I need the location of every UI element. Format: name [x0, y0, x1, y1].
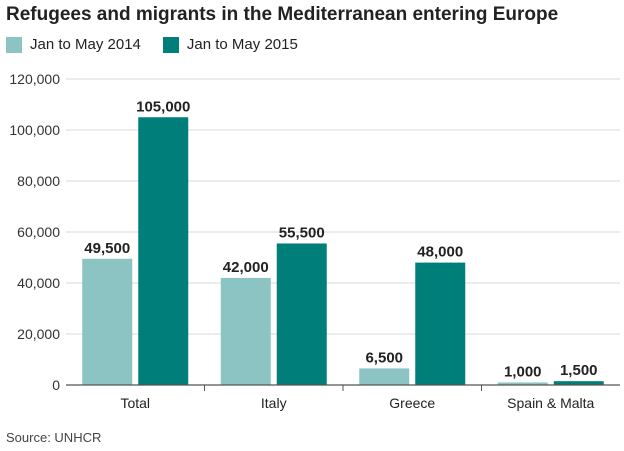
y-tick-label-2: 40,000 [17, 275, 60, 291]
data-label-2015-0: 105,000 [136, 98, 190, 115]
x-category-label-0: Total [120, 395, 150, 411]
x-category-label-2: Greece [389, 395, 435, 411]
legend-item-2015: Jan to May 2015 [162, 36, 298, 53]
data-label-2015-1: 55,500 [279, 224, 325, 241]
legend-label-2015: Jan to May 2015 [186, 36, 298, 53]
bar-2015-3 [553, 381, 604, 385]
bar-2014-3 [497, 382, 548, 385]
bar-2014-0 [82, 258, 133, 385]
x-category-label-1: Italy [261, 395, 287, 411]
data-label-2015-3: 1,500 [560, 362, 598, 379]
y-tick-label-4: 80,000 [17, 173, 60, 189]
data-label-2014-1: 42,000 [223, 259, 269, 276]
x-category-label-3: Spain & Malta [507, 395, 594, 411]
data-label-2014-3: 1,000 [504, 363, 542, 380]
legend-swatch-2015 [162, 36, 179, 53]
bar-2015-2 [415, 262, 466, 385]
legend: Jan to May 2014 Jan to May 2015 [6, 36, 320, 53]
y-tick-label-0: 0 [52, 377, 60, 393]
bar-2014-1 [220, 277, 271, 385]
legend-item-2014: Jan to May 2014 [6, 36, 141, 53]
legend-swatch-2014 [6, 36, 22, 53]
data-label-2015-2: 48,000 [417, 244, 463, 261]
data-label-2014-2: 6,500 [365, 349, 403, 366]
y-tick-label-5: 100,000 [9, 122, 60, 138]
bar-2015-0 [138, 117, 189, 385]
data-label-2014-0: 49,500 [84, 240, 130, 257]
y-tick-label-6: 120,000 [9, 71, 60, 87]
y-tick-label-3: 60,000 [17, 224, 60, 240]
bar-2015-1 [276, 243, 327, 385]
bar-2014-2 [359, 368, 410, 385]
source-note: Source: UNHCR [6, 430, 102, 445]
chart-title: Refugees and migrants in the Mediterrane… [6, 4, 559, 25]
y-tick-label-1: 20,000 [17, 326, 60, 342]
legend-label-2014: Jan to May 2014 [30, 36, 141, 53]
